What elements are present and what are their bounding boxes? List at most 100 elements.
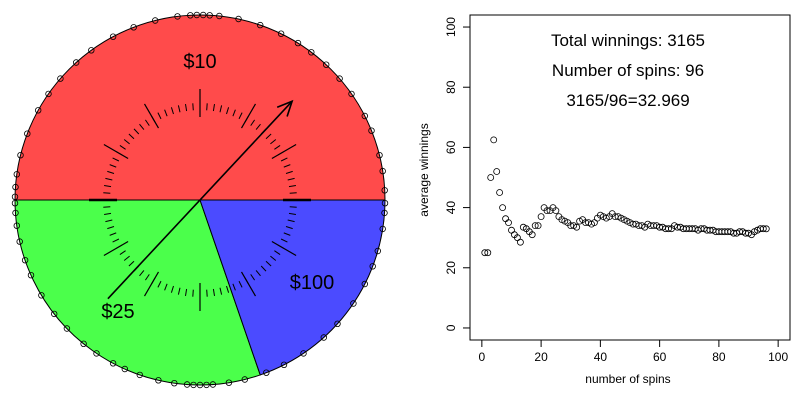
rim-point (11, 199, 19, 207)
dial-minor-tick (265, 133, 272, 140)
x-tick-label: 20 (534, 350, 548, 364)
rim-point (17, 151, 24, 159)
x-tick-label: 100 (768, 350, 788, 364)
data-point (517, 238, 524, 246)
rim-point (72, 59, 80, 66)
dial-minor-tick (105, 177, 113, 181)
rim-point (361, 280, 368, 288)
dial-minor-tick (107, 226, 115, 230)
dial-minor-tick (139, 270, 145, 277)
data-point (573, 223, 581, 231)
data-point (490, 136, 498, 144)
dial-minor-tick (265, 260, 272, 267)
rim-point (334, 320, 341, 327)
dial-minor-tick (128, 133, 135, 140)
rim-point (183, 381, 191, 388)
y-tick-label: 60 (444, 140, 458, 154)
dial-minor-tick (274, 250, 281, 256)
dial-minor-tick (285, 226, 293, 230)
dial-minor-tick (232, 109, 236, 117)
dial-minor-tick (250, 119, 256, 126)
total-winnings-text: Total winnings: 3165 (551, 31, 705, 50)
rim-point (300, 350, 307, 357)
rim-point (381, 187, 388, 194)
rim-point (13, 171, 20, 178)
dial-minor-tick (232, 283, 236, 291)
dial-minor-tick (250, 274, 256, 281)
dial-minor-tick (128, 260, 135, 267)
rim-point (121, 365, 128, 373)
dial-minor-tick (192, 289, 194, 297)
dial-minor-tick (103, 206, 111, 208)
dial-minor-tick (285, 170, 293, 174)
data-point (762, 225, 770, 233)
x-tick-label: 0 (479, 350, 486, 364)
y-tick-label: 0 (444, 324, 458, 331)
y-axis: 0 20 40 60 80 100 (444, 17, 471, 331)
dial-major-tick (240, 271, 257, 297)
rim-point (320, 334, 327, 341)
rim-point (187, 12, 194, 19)
wheel-slice (14, 199, 261, 386)
rim-point (225, 379, 233, 386)
rim-point (11, 193, 19, 200)
data-point (552, 207, 560, 215)
rim-point (130, 24, 137, 31)
rim-point (80, 340, 87, 347)
rim-point (203, 381, 210, 389)
dial-minor-tick (177, 105, 181, 113)
x-tick-label: 40 (594, 350, 608, 364)
rim-point (171, 380, 178, 387)
rim-point (24, 130, 31, 137)
dial-minor-tick (289, 206, 297, 208)
dial-minor-tick (274, 144, 281, 150)
rim-point (63, 325, 71, 332)
number-of-spins-text: Number of spins: 96 (552, 61, 704, 80)
rim-point (38, 292, 45, 299)
dial-minor-tick (164, 109, 168, 117)
dial-minor-tick (255, 123, 261, 130)
rim-point (209, 381, 217, 388)
dial-minor-tick (238, 112, 243, 120)
average-ratio-text: 3165/96=32.969 (566, 91, 689, 110)
data-point (502, 215, 510, 223)
dial-minor-tick (260, 265, 267, 272)
dial-minor-tick (164, 283, 168, 291)
data-point (531, 222, 539, 230)
rim-point (190, 381, 197, 389)
dial-minor-tick (185, 288, 188, 296)
dial-minor-tick (112, 238, 120, 243)
dial-minor-tick (206, 103, 208, 111)
rim-point (93, 350, 100, 357)
arrow-head (276, 99, 294, 117)
rim-point (323, 61, 330, 68)
rim-point (361, 112, 368, 120)
dial-minor-tick (109, 164, 117, 168)
data-points (481, 136, 770, 257)
spinner-arrow (107, 99, 294, 300)
dial-major-tick (103, 240, 129, 257)
rim-point (16, 238, 23, 245)
arrow-shaft (107, 100, 293, 300)
dial-minor-tick (226, 285, 230, 293)
dial-minor-tick (103, 192, 111, 194)
y-tick-label: 100 (444, 17, 458, 37)
wheel-slice (199, 199, 386, 376)
dial-ticks (89, 89, 311, 311)
dial-minor-tick (219, 105, 223, 113)
rim-point (379, 167, 386, 175)
dial-major-tick (271, 143, 297, 160)
rim-point (308, 49, 315, 56)
data-point (487, 174, 495, 181)
slice-label: $10 (183, 51, 216, 73)
rim-point (235, 15, 242, 23)
rim-point (151, 17, 159, 24)
dial-minor-tick (185, 104, 188, 112)
rim-point (368, 127, 375, 134)
data-point (508, 226, 515, 234)
rim-point (109, 33, 117, 40)
x-axis: 0 20 40 60 80 100 (479, 339, 788, 364)
y-tick-label: 80 (444, 80, 458, 94)
dial-minor-tick (219, 287, 223, 295)
dial-minor-tick (287, 219, 295, 223)
